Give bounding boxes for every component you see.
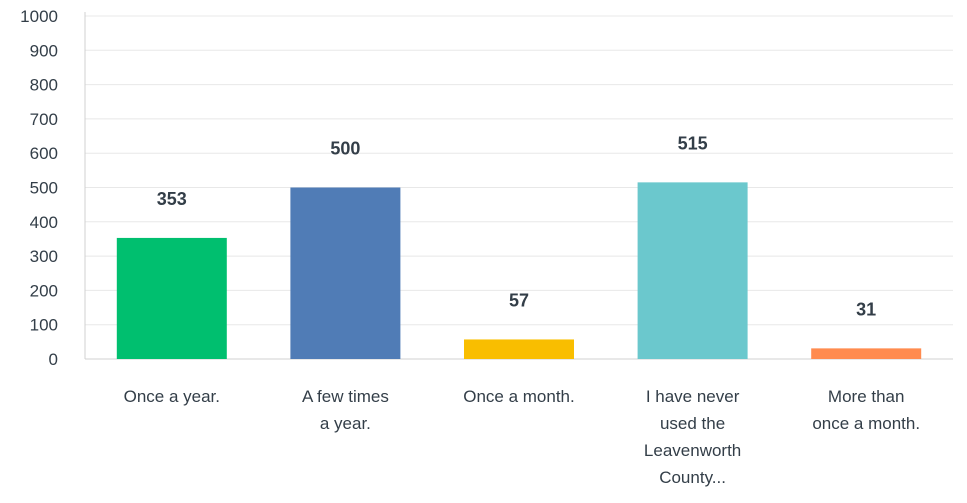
y-tick-label: 300: [30, 247, 58, 266]
bars: [116, 182, 922, 359]
data-label: 31: [856, 299, 876, 319]
y-tick-label: 800: [30, 76, 58, 95]
y-tick-label: 400: [30, 213, 58, 232]
x-tick-label-line: A few times: [302, 387, 389, 406]
y-tick-label: 600: [30, 144, 58, 163]
data-label: 515: [678, 133, 708, 153]
y-tick-label: 900: [30, 41, 58, 60]
x-tick-label-line: I have never: [646, 387, 740, 406]
data-label: 500: [330, 139, 360, 159]
data-label: 353: [157, 189, 187, 209]
y-axis: 0 100 200 300 400 500 600 700 800 900 1000: [20, 7, 58, 369]
y-tick-label: 100: [30, 316, 58, 335]
x-tick-label: I have never used the Leavenworth County...: [644, 387, 741, 487]
x-tick-label-line: used the: [660, 414, 725, 433]
bar: [116, 237, 227, 359]
x-tick-label-line: Leavenworth: [644, 441, 741, 460]
x-tick-label-line: Once a year.: [124, 387, 220, 406]
y-tick-label: 0: [49, 350, 58, 369]
bar: [811, 348, 922, 359]
y-tick-label: 200: [30, 281, 58, 300]
x-tick-label-line: a year.: [320, 414, 371, 433]
data-label: 57: [509, 290, 529, 310]
y-tick-label: 700: [30, 110, 58, 129]
y-tick-label: 1000: [20, 7, 58, 26]
x-tick-label-line: once a month.: [812, 414, 920, 433]
x-tick-label-line: More than: [828, 387, 905, 406]
bar: [464, 339, 574, 359]
bar: [637, 182, 748, 359]
x-tick-label: Once a year.: [124, 387, 220, 406]
x-axis: Once a year. A few times a year. Once a mon…: [124, 387, 920, 487]
x-tick-label-line: County...: [659, 468, 726, 487]
grid-layer: [84, 12, 953, 360]
data-labels: 353 500 57 515 31: [157, 133, 876, 319]
y-tick-label: 500: [30, 179, 58, 198]
x-tick-label: Once a month.: [463, 387, 575, 406]
x-tick-label-line: Once a month.: [463, 387, 575, 406]
x-tick-label: More than once a month.: [812, 387, 920, 433]
bar: [290, 187, 401, 359]
x-tick-label: A few times a year.: [302, 387, 389, 433]
